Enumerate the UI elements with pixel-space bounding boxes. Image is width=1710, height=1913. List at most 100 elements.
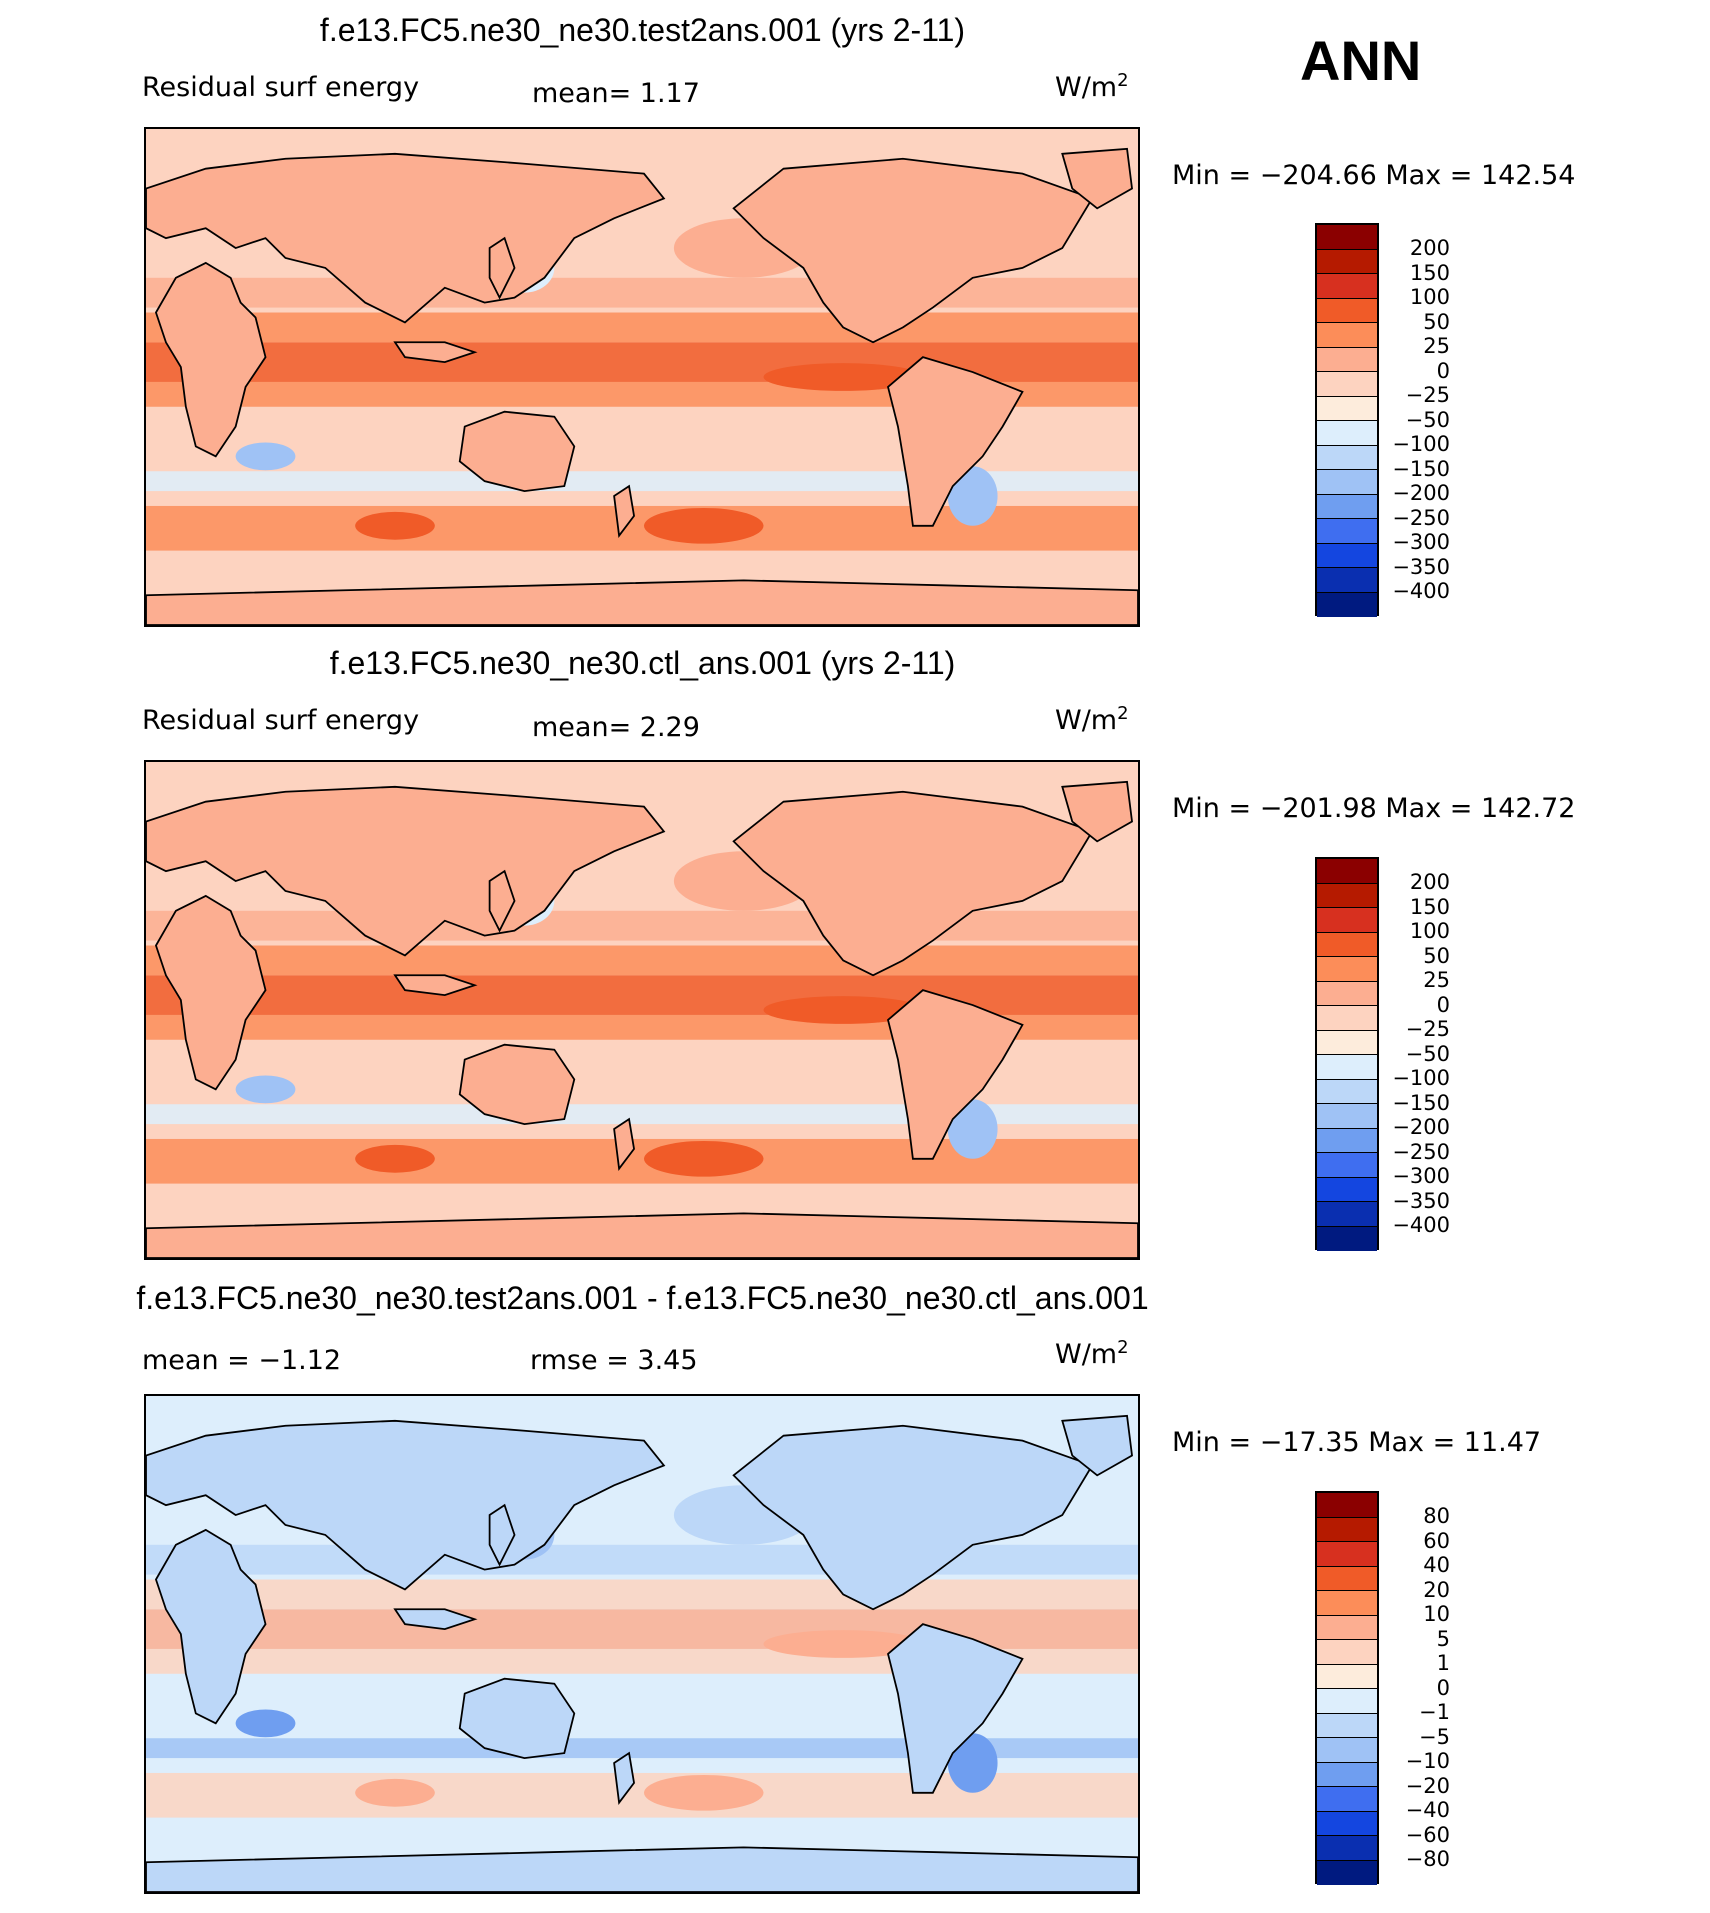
colorbar-tick-label: 150 [1409, 260, 1450, 285]
colorbar-swatch [1317, 1836, 1377, 1861]
colorbar-tick-label: 25 [1423, 968, 1450, 992]
panel-3-map [144, 1394, 1140, 1894]
colorbar-swatch [1317, 1787, 1377, 1812]
panel-1-units: W/m2 [1055, 70, 1129, 103]
continent-outline [887, 356, 1024, 527]
panel-1-colorbar [1315, 223, 1379, 617]
panel-3-units: W/m2 [1055, 1337, 1129, 1370]
panel-3-colorbar [1315, 1491, 1379, 1885]
colorbar-swatch [1317, 323, 1377, 348]
continent-outline [154, 894, 267, 1091]
panel-1-minmax: Min = −204.66 Max = 142.54 [1172, 160, 1576, 191]
colorbar-tick-label: 200 [1409, 870, 1450, 894]
colorbar-tick-label: −150 [1392, 456, 1450, 481]
panel-2-left-label: Residual surf energy [142, 705, 420, 736]
colorbar-tick-label: 100 [1409, 285, 1450, 309]
field-band [146, 910, 1138, 941]
continent-outline [146, 785, 666, 957]
colorbar-swatch [1317, 225, 1377, 250]
continent-outline [488, 1503, 516, 1567]
field-band [146, 312, 1138, 343]
field-band [146, 342, 1138, 382]
continent-outline [146, 152, 666, 324]
continent-outline [613, 484, 635, 539]
colorbar-tick-label: −200 [1392, 481, 1450, 505]
colorbar-tick-label: −300 [1392, 1164, 1450, 1188]
field-blob [947, 1099, 998, 1159]
colorbar-tick-label: −25 [1405, 383, 1450, 407]
colorbar-tick-label: −350 [1392, 1188, 1450, 1213]
field-band [146, 1104, 1138, 1125]
continent-outline [887, 989, 1024, 1160]
colorbar-tick-label: 0 [1436, 358, 1450, 383]
field-blob [235, 442, 296, 471]
field-blob [643, 507, 764, 544]
colorbar-swatch [1317, 592, 1377, 617]
colorbar-swatch [1317, 494, 1377, 519]
colorbar-swatch [1317, 1055, 1377, 1080]
continent-outline [458, 1677, 576, 1759]
continent-outline [154, 1528, 267, 1725]
colorbar-tick-label: −250 [1392, 505, 1450, 530]
field-blob [355, 1778, 435, 1807]
field-blob [235, 1075, 296, 1104]
colorbar-tick-label: 0 [1436, 1675, 1450, 1700]
colorbar-tick-label: 150 [1409, 894, 1450, 919]
world-map-svg [146, 1396, 1138, 1892]
panel-2-mean: mean= 2.29 [532, 712, 700, 743]
colorbar-tick-label: 1 [1436, 1651, 1450, 1675]
panel-3-mean: mean = −1.12 [142, 1345, 342, 1376]
colorbar-tick-label: −400 [1392, 579, 1450, 603]
continent-outline [1061, 780, 1133, 843]
continent-outline [154, 261, 267, 458]
colorbar-swatch [1317, 1811, 1377, 1836]
continent-outline [488, 869, 516, 933]
colorbar-swatch [1317, 1079, 1377, 1104]
continent-outline [146, 1846, 1138, 1892]
colorbar-swatch [1317, 1542, 1377, 1567]
panel-1-colorbar-labels: 200 150 100 50 25 0 −25 −50 −100 −150 −200 −250 −300… [1372, 236, 1450, 604]
colorbar-tick-label: −50 [1405, 407, 1450, 432]
panel-1-map [144, 127, 1140, 627]
colorbar-swatch [1317, 1640, 1377, 1665]
continent-outline [146, 1419, 666, 1591]
field-blob [763, 363, 923, 391]
season-label: ANN [1300, 29, 1422, 92]
colorbar-swatch [1317, 347, 1377, 372]
continent-outline [1061, 1414, 1133, 1477]
colorbar-swatch [1317, 883, 1377, 908]
colorbar-tick-label: 10 [1423, 1602, 1450, 1626]
panel-1-mean: mean= 1.17 [532, 78, 700, 109]
field-blob [947, 466, 998, 526]
colorbar-tick-label: −350 [1392, 554, 1450, 579]
field-blob [947, 1733, 998, 1793]
field-blob [355, 511, 435, 540]
colorbar-tick-label: 20 [1423, 1577, 1450, 1602]
colorbar-swatch [1317, 1860, 1377, 1885]
field-band [146, 975, 1138, 1015]
continent-outline [613, 1751, 635, 1806]
colorbar-swatch [1317, 859, 1377, 884]
colorbar-swatch [1317, 957, 1377, 982]
colorbar-tick-label: 0 [1436, 992, 1450, 1017]
field-band [146, 1579, 1138, 1610]
continent-outline [458, 410, 576, 492]
field-blob [763, 1630, 923, 1658]
colorbar-tick-label: −50 [1405, 1041, 1450, 1066]
colorbar-tick-label: −250 [1392, 1139, 1450, 1164]
colorbar-swatch [1317, 519, 1377, 544]
colorbar-swatch [1317, 1738, 1377, 1763]
panel-2-colorbar [1315, 857, 1379, 1251]
panel-2-colorbar-labels: 200 150 100 50 25 0 −25 −50 −100 −150 −200 −250 −300… [1372, 870, 1450, 1238]
colorbar-swatch [1317, 372, 1377, 397]
colorbar-swatch [1317, 1202, 1377, 1227]
panel-1-title: f.e13.FC5.ne30_ne30.test2ans.001 (yrs 2-… [319, 12, 966, 48]
colorbar-swatch [1317, 470, 1377, 495]
colorbar-swatch [1317, 274, 1377, 299]
continent-outline [146, 1212, 1138, 1258]
world-map-svg [146, 762, 1138, 1258]
colorbar-tick-label: −150 [1392, 1090, 1450, 1115]
colorbar-tick-label: −300 [1392, 530, 1450, 554]
colorbar-swatch [1317, 543, 1377, 568]
colorbar-swatch [1317, 396, 1377, 421]
